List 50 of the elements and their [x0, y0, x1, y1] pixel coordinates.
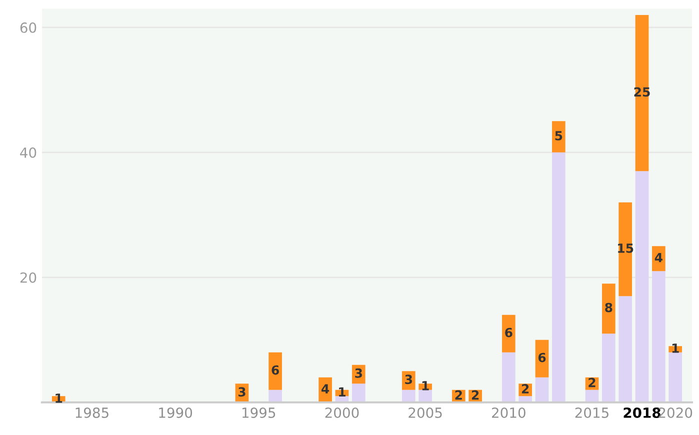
data-label: 2 — [455, 390, 462, 400]
x-tick-label: 2005 — [408, 407, 442, 418]
bar — [602, 334, 616, 402]
data-label: 1 — [672, 344, 679, 353]
data-label: 5 — [555, 131, 562, 140]
bar — [402, 390, 416, 402]
data-label: 8 — [605, 302, 612, 312]
bar — [552, 152, 566, 402]
bar — [602, 284, 616, 334]
data-label: 1 — [422, 381, 429, 390]
bar — [552, 121, 566, 152]
bar — [652, 271, 666, 402]
x-tick-label: 2018 — [624, 407, 660, 418]
data-label: 2 — [588, 378, 596, 388]
x-tick-label: 2020 — [658, 407, 692, 418]
x-tick-label: 1990 — [159, 407, 192, 418]
bar — [502, 352, 516, 402]
bar — [652, 246, 666, 272]
data-label: 3 — [405, 374, 412, 384]
x-tick-label: 2015 — [575, 407, 608, 418]
data-label: 2 — [522, 384, 529, 394]
data-label: 3 — [238, 387, 246, 397]
data-label: 4 — [654, 252, 662, 262]
data-label: 2 — [472, 390, 479, 400]
x-tick-label: 1985 — [76, 407, 108, 418]
bar — [418, 390, 432, 402]
x-tick-label: 1995 — [242, 407, 276, 418]
data-label: 1 — [339, 387, 346, 396]
bar — [268, 390, 282, 402]
bar — [618, 202, 632, 296]
data-label: 4 — [322, 384, 330, 394]
data-label: 6 — [538, 352, 546, 362]
y-tick-label: 60 — [20, 22, 36, 33]
bar — [618, 296, 632, 402]
y-tick-label: 20 — [20, 272, 36, 283]
bar — [502, 314, 516, 352]
data-label: 6 — [505, 328, 512, 338]
bar — [635, 171, 649, 402]
data-label: 3 — [355, 368, 362, 378]
y-tick-label: 40 — [20, 147, 36, 158]
x-tick-label: 2010 — [492, 407, 526, 418]
bar — [585, 390, 599, 402]
bar — [268, 352, 282, 390]
data-label: 6 — [272, 365, 279, 375]
data-label: 1 — [56, 394, 62, 403]
x-tick-label: 2000 — [325, 407, 359, 418]
bar — [668, 352, 682, 402]
bar — [352, 384, 366, 402]
bar — [635, 14, 649, 172]
bar — [535, 377, 549, 402]
